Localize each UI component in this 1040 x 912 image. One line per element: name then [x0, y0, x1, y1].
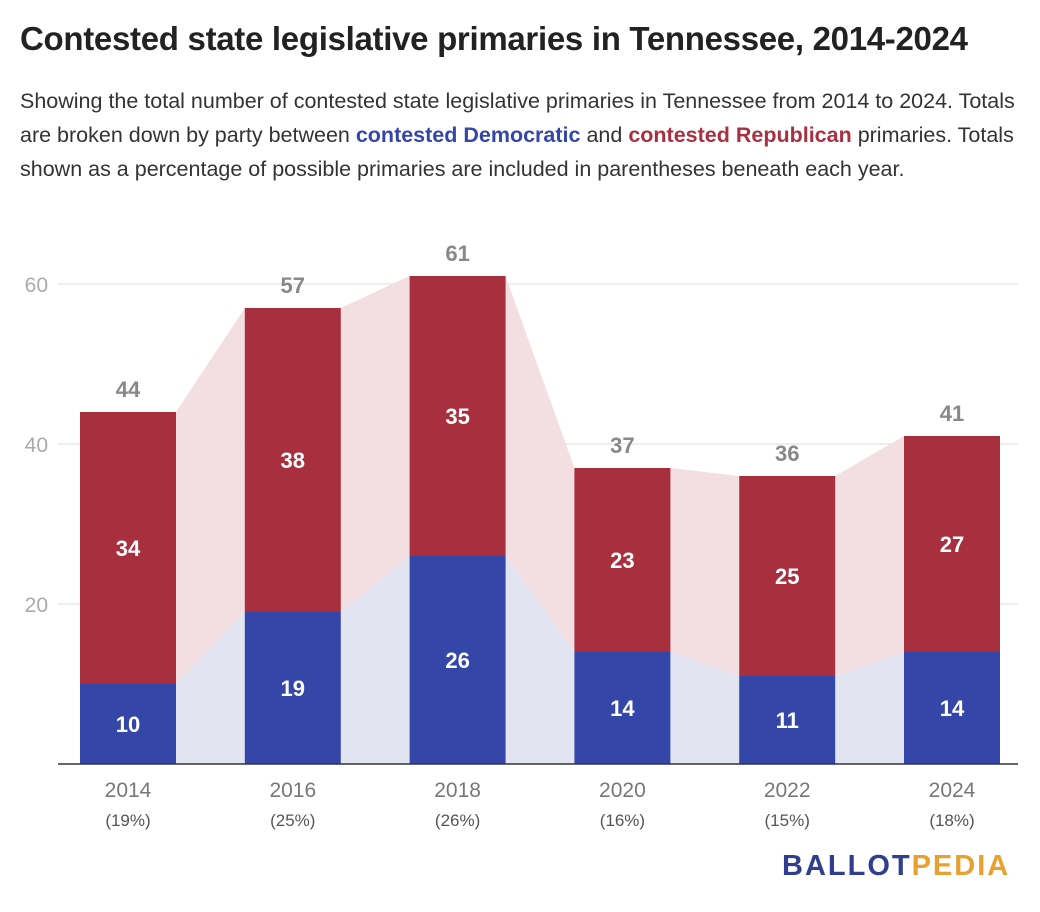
democratic-connector-band [505, 556, 575, 764]
ballotpedia-logo: BALLOTPEDIA [782, 850, 1010, 883]
x-tick-label: 2024 [929, 779, 976, 802]
republican-connector-band [176, 308, 245, 684]
subtitle-text-2: and [580, 123, 629, 147]
total-value-label: 57 [281, 273, 305, 298]
republican-bar [739, 476, 836, 676]
total-value-label: 41 [940, 401, 964, 426]
democratic-connector-band [835, 652, 904, 764]
republican-bar [244, 308, 341, 612]
republican-connector-band [340, 276, 410, 612]
chart-title: Contested state legislative primaries in… [20, 20, 968, 57]
x-tick-label: 2018 [434, 779, 481, 802]
democratic-bar [739, 676, 836, 764]
y-tick-label-40: 40 [25, 434, 48, 457]
x-tick-sublabel: (25%) [270, 811, 315, 830]
x-tick-sublabel: (18%) [929, 811, 974, 830]
democratic-value-label: 14 [940, 696, 965, 721]
democratic-bar [80, 684, 176, 764]
total-value-label: 44 [116, 377, 141, 402]
democratic-bar [904, 652, 1000, 764]
x-tick-label: 2016 [269, 779, 316, 802]
republican-connector-band [505, 276, 575, 652]
democratic-connector-band [340, 556, 410, 764]
democratic-connector-band [176, 612, 245, 764]
chart-subtitle: Showing the total number of contested st… [20, 84, 1020, 186]
democratic-value-label: 11 [776, 708, 799, 733]
republican-value-label: 34 [116, 536, 141, 561]
total-value-label: 37 [610, 433, 634, 458]
x-tick-sublabel: (26%) [435, 811, 480, 830]
republican-bar [574, 468, 671, 652]
subtitle-democratic-highlight: contested Democratic [355, 123, 581, 147]
logo-text-pedia: PEDIA [911, 850, 1011, 882]
democratic-bar [574, 652, 671, 764]
republican-value-label: 35 [445, 404, 469, 429]
republican-bar [409, 276, 506, 556]
subtitle-text-3: primaries. Totals shown as a percentage … [20, 123, 1014, 181]
republican-value-label: 38 [281, 448, 305, 473]
republican-connector-band [835, 436, 904, 676]
total-value-label: 61 [445, 241, 469, 266]
x-tick-label: 2014 [105, 779, 152, 802]
x-tick-sublabel: (19%) [105, 811, 150, 830]
democratic-bar [244, 612, 341, 764]
y-tick-label-60: 60 [25, 274, 48, 297]
republican-value-label: 27 [940, 532, 964, 557]
x-tick-label: 2022 [764, 779, 811, 802]
subtitle-republican-highlight: contested Republican [628, 123, 852, 147]
logo-text-ballot: BALLOT [782, 850, 912, 882]
democratic-bar [409, 556, 506, 764]
republican-bar [80, 412, 176, 684]
x-tick-sublabel: (16%) [600, 811, 645, 830]
x-tick-sublabel: (15%) [765, 811, 810, 830]
republican-value-label: 23 [610, 548, 634, 573]
democratic-value-label: 14 [610, 696, 635, 721]
democratic-connector-band [670, 652, 740, 764]
total-value-label: 36 [775, 441, 799, 466]
subtitle-text-1: Showing the total number of contested st… [20, 89, 1015, 147]
y-tick-label-20: 20 [25, 594, 48, 617]
republican-connector-band [670, 468, 740, 676]
democratic-value-label: 10 [116, 712, 140, 737]
republican-bar [904, 436, 1000, 652]
x-tick-label: 2020 [599, 779, 646, 802]
democratic-value-label: 19 [281, 676, 305, 701]
democratic-value-label: 26 [445, 648, 469, 673]
republican-value-label: 25 [775, 564, 799, 589]
